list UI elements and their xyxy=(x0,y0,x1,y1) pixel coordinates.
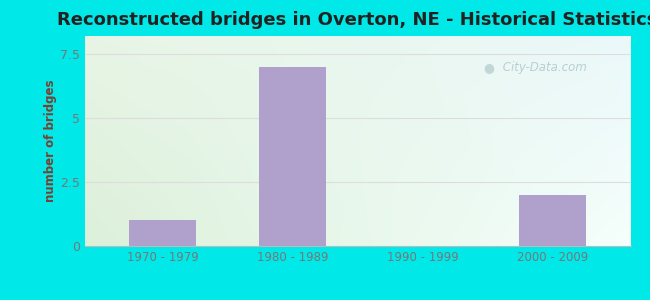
Bar xyxy=(519,195,586,246)
Text: ●: ● xyxy=(483,61,494,74)
Title: Reconstructed bridges in Overton, NE - Historical Statistics: Reconstructed bridges in Overton, NE - H… xyxy=(57,11,650,29)
Y-axis label: number of bridges: number of bridges xyxy=(44,80,57,202)
Bar xyxy=(129,220,196,246)
Bar xyxy=(259,67,326,246)
Text: City-Data.com: City-Data.com xyxy=(499,61,588,74)
